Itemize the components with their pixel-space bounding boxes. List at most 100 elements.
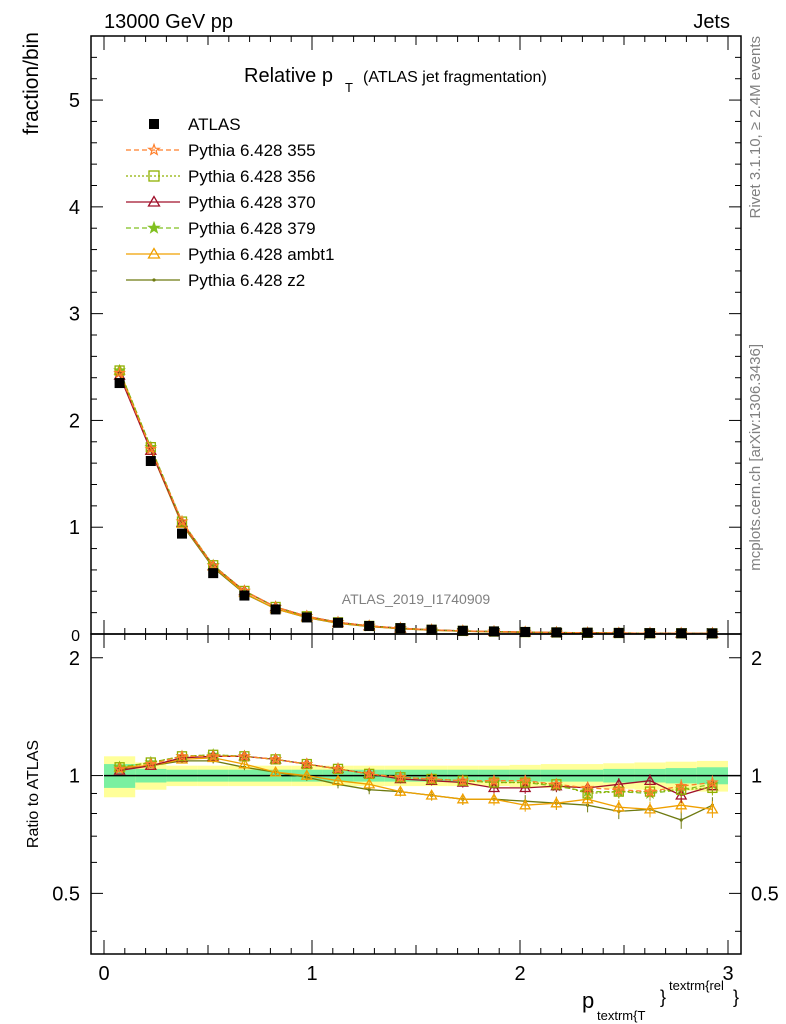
upper-ytick-label: 1: [69, 517, 80, 539]
upper-line-p355: [118, 372, 713, 635]
ratio-point-p355: [300, 757, 314, 770]
atlas-point: [270, 604, 281, 615]
ratio-point-p355: [331, 762, 345, 775]
upper-point-p355: [113, 366, 127, 379]
upper-line-p356: [118, 370, 713, 635]
legend-label-p355: Pythia 6.428 355: [188, 141, 316, 160]
legend: ATLAS Pythia 6.428 355 Pythia 6.428 356 Pyt…: [126, 115, 334, 290]
xtick-label: 2: [514, 963, 525, 985]
ratio-point-ambt1: [643, 803, 657, 814]
ratio-point-p355: [362, 767, 376, 780]
upper-point-p355: [175, 514, 189, 528]
ratio-point-ambt1: [238, 757, 251, 769]
ratio-point-ambt1: [269, 765, 282, 777]
ratio-point-p370: [643, 774, 657, 785]
ratio-point-p355: [674, 779, 688, 792]
ratio-point-p370: [238, 750, 251, 761]
atlas-point: [613, 627, 624, 638]
ratio-point-p355: [581, 781, 595, 794]
ratio-point-ambt1: [487, 792, 501, 804]
xlabel-main: p: [582, 988, 594, 1013]
ratio-point-ambt1: [300, 769, 313, 780]
title-sub: T: [345, 80, 353, 95]
ratio-point-ambt1: [519, 798, 532, 810]
ratio-point-ambt1: [675, 798, 688, 810]
xaxis-label: p textrm{T } textrm{rel }: [582, 978, 739, 1023]
atlas-point: [489, 626, 499, 637]
ratio-point-ambt1: [331, 774, 345, 785]
legend-label-z2: Pythia 6.428 z2: [188, 271, 305, 290]
legend-marker-p355: [147, 142, 161, 156]
ratio-point-p355: [206, 749, 220, 762]
legend-marker-atlas: [149, 119, 159, 129]
rivet-label: Rivet 3.1.10, ≥ 2.4M events: [747, 36, 764, 219]
ratio-point-p355: [456, 774, 470, 787]
lower-ytick-label: 2: [69, 648, 80, 670]
legend-marker-p379: [147, 220, 161, 234]
ratio-point-p355: [612, 783, 626, 796]
atlas-point: [145, 456, 156, 467]
ratio-point-p355: [144, 757, 158, 770]
upper-point-p355: [206, 559, 220, 572]
lower-frame: [90, 633, 742, 955]
atlas-point: [457, 625, 468, 636]
ratio-point-z2: [679, 818, 683, 822]
atlas-point: [582, 627, 593, 638]
legend-label-p356: Pythia 6.428 356: [188, 167, 316, 186]
lower-ytick-label-right: 1: [751, 766, 762, 788]
ratio-point-p355: [237, 749, 251, 762]
legend-marker-p356: [148, 170, 160, 182]
ratio-line-p355: [119, 755, 713, 793]
xtick-label: 1: [306, 963, 317, 985]
ratio-point-p355: [425, 772, 439, 785]
arxiv-label: mcplots.cern.ch [arXiv:1306.3436]: [747, 344, 764, 571]
upper-point-p355: [144, 442, 158, 455]
legend-marker-p370: [147, 195, 161, 207]
ratio-point-p355: [113, 762, 127, 775]
atlas-point: [333, 617, 343, 628]
ratio-point-p355: [518, 774, 532, 787]
legend-marker-z2: [152, 278, 156, 282]
ratio-point-p355: [175, 749, 189, 762]
lower-ytick-label: 0.5: [52, 883, 80, 905]
ratio-point-ambt1: [550, 796, 563, 808]
upper-plot: [91, 36, 741, 639]
ratio-point-p355: [705, 775, 719, 788]
ratio-point-z2: [367, 788, 371, 792]
atlas-point: [177, 528, 187, 539]
upper-ytick-label: 5: [69, 90, 80, 112]
ratio-line-ambt1: [119, 757, 713, 810]
ratio-point-ambt1: [363, 778, 376, 789]
legend-marker-ambt1: [147, 247, 161, 259]
atlas-point: [208, 568, 219, 579]
atlas-point: [239, 590, 250, 601]
upper-ytick-label: 2: [69, 410, 80, 432]
upper-ytick-label: 4: [69, 197, 80, 219]
lower-ytick-label: 1: [69, 766, 80, 788]
upper-ylabel: fraction/bin: [20, 32, 43, 135]
ratio-point-ambt1: [706, 803, 719, 814]
ratio-point-p355: [487, 774, 501, 787]
legend-label-p370: Pythia 6.428 370: [188, 193, 316, 212]
atlas-point: [114, 378, 125, 389]
header-left: 13000 GeV pp: [104, 11, 233, 33]
xtick-label: 0: [98, 963, 109, 985]
upper-ytick-label-zero: 0: [71, 628, 80, 645]
ratio-point-p355: [269, 752, 282, 765]
header-right: Jets: [693, 11, 730, 33]
title-rest: (ATLAS jet fragmentation): [363, 69, 547, 86]
legend-label-ambt1: Pythia 6.428 ambt1: [188, 245, 334, 264]
ratio-point-p355: [643, 784, 657, 798]
xlabel-brace-end: }: [733, 987, 739, 1007]
ratio-point-ambt1: [425, 789, 438, 800]
xlabel-sub: textrm{T: [597, 1008, 645, 1023]
watermark: ATLAS_2019_I1740909: [342, 591, 491, 607]
atlas-point: [645, 628, 655, 639]
xlabel-brace: }: [660, 987, 666, 1007]
atlas-point: [301, 612, 312, 623]
ratio-point-ambt1: [612, 800, 625, 812]
atlas-point: [520, 626, 531, 637]
lower-plot: [91, 634, 741, 954]
xtick-label: 3: [722, 963, 733, 985]
